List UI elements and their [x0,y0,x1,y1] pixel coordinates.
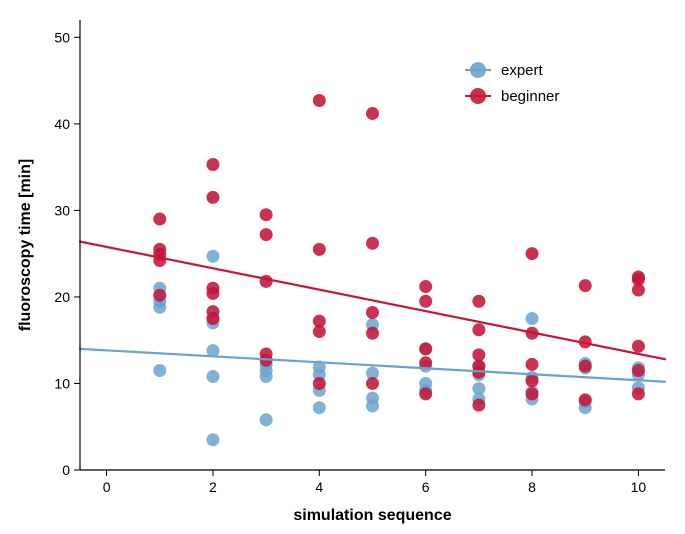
legend-marker-expert [470,62,486,78]
beginner-point [366,237,379,250]
x-tick-label: 4 [315,479,323,495]
beginner-point [632,340,645,353]
legend-label-beginner: beginner [501,88,559,105]
beginner-point [472,323,485,336]
plot-background [0,0,685,534]
beginner-point [632,364,645,377]
beginner-point [313,94,326,107]
beginner-point [419,280,432,293]
beginner-point [206,287,219,300]
beginner-point [526,247,539,260]
y-tick-label: 20 [54,289,70,305]
beginner-point [472,295,485,308]
expert-point [206,370,219,383]
expert-point [206,250,219,263]
expert-point [313,401,326,414]
expert-point [366,399,379,412]
beginner-point [419,342,432,355]
beginner-point [472,348,485,361]
legend-marker-beginner [470,88,486,104]
beginner-point [153,289,166,302]
y-axis-label: fluoroscopy time [min] [17,159,34,331]
beginner-point [260,208,273,221]
beginner-point [313,243,326,256]
y-tick-label: 30 [54,202,70,218]
beginner-point [579,279,592,292]
beginner-point [206,312,219,325]
y-tick-label: 10 [54,375,70,391]
y-tick-label: 0 [62,462,70,478]
beginner-point [260,275,273,288]
x-axis-label: simulation sequence [293,507,451,524]
beginner-point [472,399,485,412]
beginner-point [260,228,273,241]
chart-container: 0 2 4 6 8 10 0 10 20 30 40 50 simulation sequence flu… [0,0,685,534]
beginner-point [313,377,326,390]
expert-point [153,301,166,314]
beginner-point [526,387,539,400]
expert-point [206,433,219,446]
beginner-point [366,306,379,319]
expert-point [153,364,166,377]
legend-label-expert: expert [501,62,544,79]
beginner-point [632,387,645,400]
scatter-chart: 0 2 4 6 8 10 0 10 20 30 40 50 simulation sequence flu… [0,0,685,534]
y-tick-label: 40 [54,116,70,132]
beginner-point [419,295,432,308]
beginner-point [579,393,592,406]
expert-point [260,370,273,383]
expert-point [260,413,273,426]
beginner-point [419,387,432,400]
beginner-point [366,327,379,340]
beginner-point [526,374,539,387]
beginner-point [206,191,219,204]
beginner-point [313,325,326,338]
x-tick-label: 0 [103,479,111,495]
x-tick-label: 6 [422,479,430,495]
beginner-point [632,284,645,297]
beginner-point [366,107,379,120]
x-tick-label: 8 [528,479,536,495]
expert-point [526,312,539,325]
beginner-point [579,360,592,373]
x-tick-label: 2 [209,479,217,495]
beginner-point [526,358,539,371]
beginner-point [366,377,379,390]
y-tick-label: 50 [54,29,70,45]
beginner-point [206,158,219,171]
beginner-point [153,213,166,226]
x-tick-label: 10 [631,479,647,495]
